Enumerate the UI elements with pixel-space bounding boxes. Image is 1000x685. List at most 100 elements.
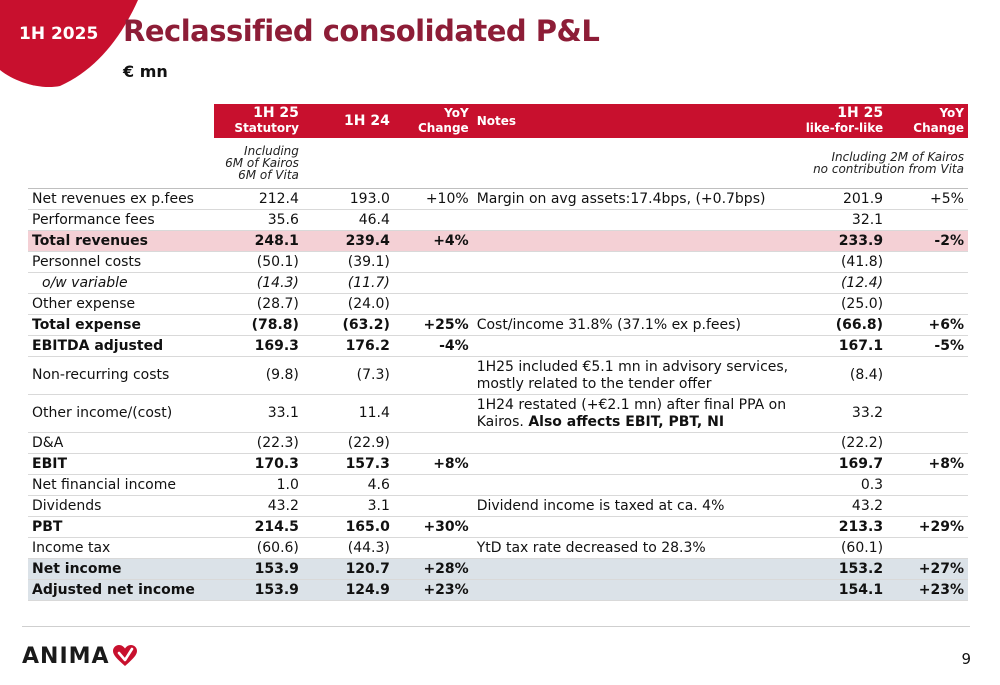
row-label: Personnel costs: [28, 251, 214, 273]
row-label: Dividends: [28, 495, 214, 517]
value-lfl-yoy: +6%: [887, 314, 968, 336]
row-total-revenues: Total revenues 248.1 239.4 +4% 233.9 -2%: [28, 230, 968, 252]
row-label: PBT: [28, 516, 214, 538]
value-statutory: (22.3): [213, 432, 303, 454]
value-prior: 124.9: [302, 579, 394, 601]
value-statutory: (9.8): [213, 356, 303, 395]
value-yoy: +4%: [393, 230, 473, 252]
value-statutory: (60.6): [213, 537, 303, 559]
header-lfl-period: 1H 25: [837, 105, 884, 121]
statutory-scope-note: Including 6M of Kairos 6M of Vita: [214, 138, 303, 189]
note-line: 1H24 restated (+€2.1 mn) after final PPA…: [476, 396, 787, 413]
value-lfl-yoy: +29%: [887, 516, 968, 538]
row-note: [472, 335, 797, 357]
value-yoy: [393, 474, 473, 496]
row-label: o/w variable: [28, 272, 214, 294]
row-net-financial-income: Net financial income 1.0 4.6 0.3: [28, 474, 968, 496]
value-yoy: +23%: [393, 579, 473, 601]
lfl-scope-line2: no contribution from Vita: [813, 162, 964, 176]
value-lfl-yoy: +5%: [887, 188, 968, 210]
note-emphasis: Also affects EBIT, PBT, NI: [528, 413, 725, 430]
value-yoy: [393, 356, 473, 395]
row-note: [472, 579, 797, 601]
value-prior: (44.3): [302, 537, 394, 559]
value-yoy: [393, 537, 473, 559]
value-lfl-yoy: [887, 495, 968, 517]
row-label: EBIT: [28, 453, 214, 475]
value-prior: (39.1): [302, 251, 394, 273]
row-ebitda-adjusted: EBITDA adjusted 169.3 176.2 -4% 167.1 -5…: [28, 335, 968, 357]
value-yoy: [393, 209, 473, 231]
header-notes: Notes: [472, 104, 797, 138]
header-lfl-yoy-line1: YoY: [939, 106, 964, 120]
value-prior: 4.6: [302, 474, 394, 496]
value-prior: 157.3: [302, 453, 394, 475]
value-lfl: 33.2: [796, 394, 888, 433]
row-note: Margin on avg assets:17.4bps, (+0.7bps): [472, 188, 797, 210]
header-lfl-yoy: YoY Change: [887, 104, 968, 138]
column-notes-row: Including 6M of Kairos 6M of Vita Includ…: [28, 138, 968, 189]
value-lfl: (22.2): [796, 432, 888, 454]
header-statutory: 1H 25 Statutory: [213, 104, 303, 138]
row-label: Performance fees: [28, 209, 214, 231]
value-lfl: 233.9: [796, 230, 888, 252]
value-prior: 120.7: [302, 558, 394, 580]
header-blank: [28, 104, 214, 138]
header-lfl-label: like-for-like: [805, 121, 884, 135]
value-statutory: 214.5: [213, 516, 303, 538]
row-non-recurring: Non-recurring costs (9.8) (7.3) 1H25 inc…: [28, 356, 968, 395]
row-note: Cost/income 31.8% (37.1% ex p.fees): [472, 314, 797, 336]
value-yoy: [393, 293, 473, 315]
value-lfl: (66.8): [796, 314, 888, 336]
row-label: Net income: [28, 558, 214, 580]
value-prior: 239.4: [302, 230, 394, 252]
value-lfl: (12.4): [796, 272, 888, 294]
value-prior: (22.9): [302, 432, 394, 454]
value-lfl: 32.1: [796, 209, 888, 231]
row-ow-variable: o/w variable (14.3) (11.7) (12.4): [28, 272, 968, 294]
value-prior: 3.1: [302, 495, 394, 517]
heart-icon: [112, 645, 137, 666]
row-net-income: Net income 153.9 120.7 +28% 153.2 +27%: [28, 558, 968, 580]
row-dividends: Dividends 43.2 3.1 Dividend income is ta…: [28, 495, 968, 517]
value-yoy: -4%: [393, 335, 473, 357]
row-label: Total revenues: [28, 230, 214, 252]
row-label: Non-recurring costs: [28, 356, 214, 395]
row-da: D&A (22.3) (22.9) (22.2): [28, 432, 968, 454]
row-note: [472, 432, 797, 454]
row-pbt: PBT 214.5 165.0 +30% 213.3 +29%: [28, 516, 968, 538]
badge-shape: [0, 0, 138, 88]
row-note: [472, 251, 797, 273]
note-line: 1H25 included €5.1 mn in advisory servic…: [476, 358, 789, 375]
statutory-scope-line2: 6M of Kairos: [225, 156, 299, 170]
row-label: Other expense: [28, 293, 214, 315]
row-note: [472, 209, 797, 231]
value-lfl: (8.4): [796, 356, 888, 395]
statutory-scope-line3: 6M of Vita: [238, 168, 299, 182]
value-statutory: 43.2: [213, 495, 303, 517]
row-note: [472, 230, 797, 252]
value-statutory: 169.3: [213, 335, 303, 357]
value-prior: 193.0: [302, 188, 394, 210]
value-prior: 165.0: [302, 516, 394, 538]
value-yoy: [393, 495, 473, 517]
notes-blank-4: [473, 138, 796, 189]
note-line: Kairos. Also affects EBIT, PBT, NI: [477, 414, 792, 431]
row-other-expense: Other expense (28.7) (24.0) (25.0): [28, 293, 968, 315]
row-total-expense: Total expense (78.8) (63.2) +25% Cost/in…: [28, 314, 968, 336]
footer-divider: [22, 626, 970, 627]
value-lfl: 167.1: [796, 335, 888, 357]
value-lfl: 201.9: [796, 188, 888, 210]
value-lfl-yoy: [887, 272, 968, 294]
value-statutory: 248.1: [213, 230, 303, 252]
value-statutory: (50.1): [213, 251, 303, 273]
value-yoy: [393, 432, 473, 454]
value-statutory: 153.9: [213, 579, 303, 601]
value-statutory: 1.0: [213, 474, 303, 496]
notes-blank-2: [303, 138, 394, 189]
row-note: Dividend income is taxed at ca. 4%: [472, 495, 797, 517]
header-yoy: YoY Change: [393, 104, 473, 138]
row-income-tax: Income tax (60.6) (44.3) YtD tax rate de…: [28, 537, 968, 559]
value-prior: 11.4: [302, 394, 394, 433]
page-title: Reclassified consolidated P&L: [123, 14, 600, 48]
